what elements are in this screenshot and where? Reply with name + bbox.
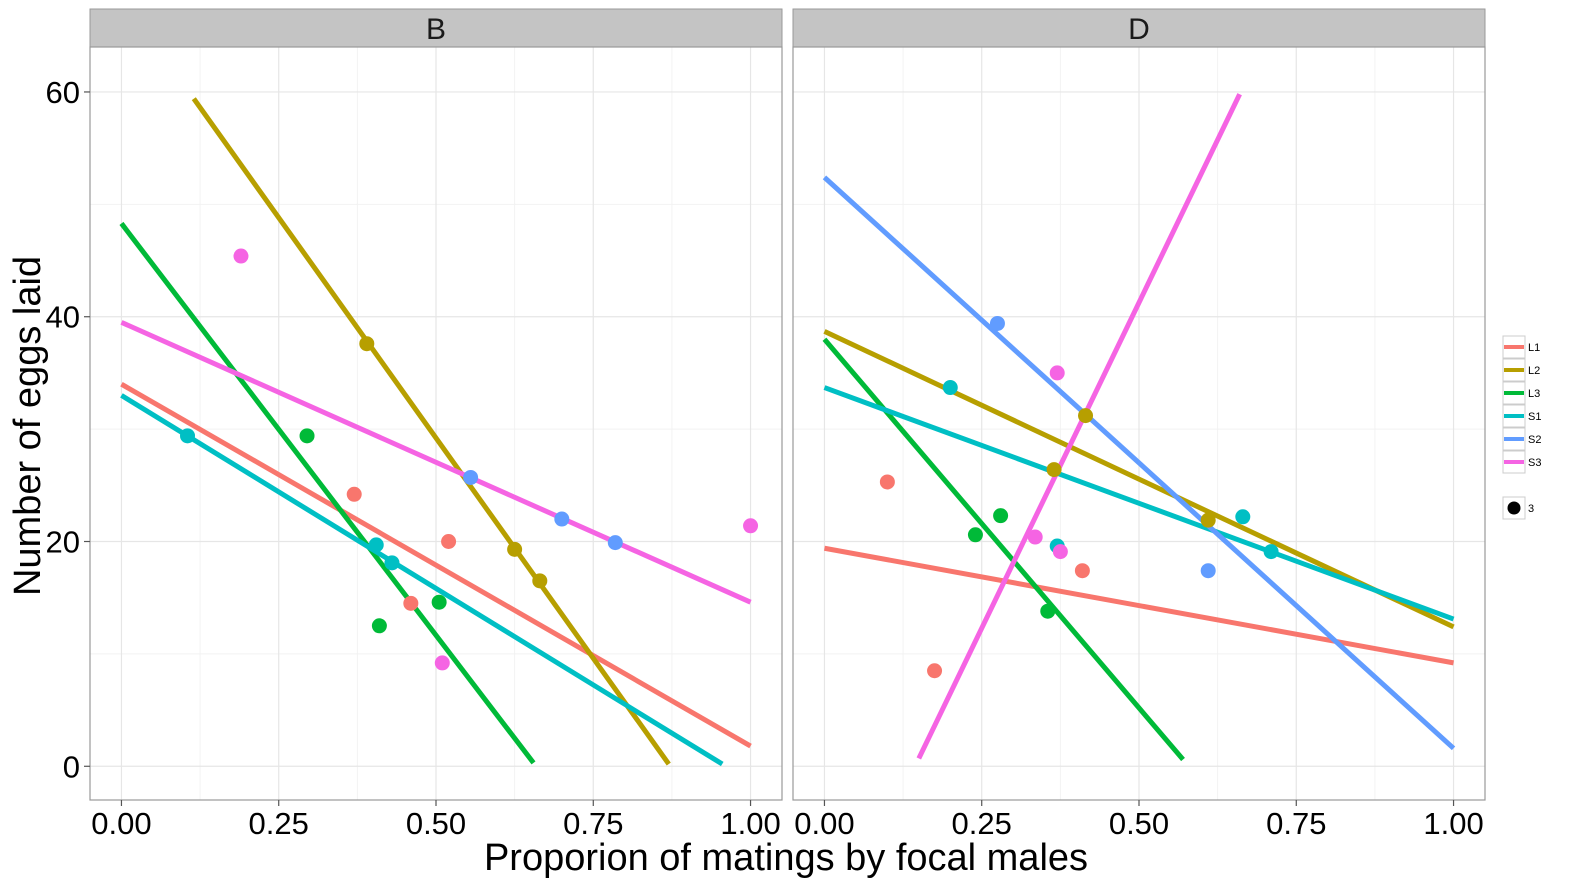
data-point-L3 [299,428,315,444]
data-point-S3 [233,248,249,264]
trend-line-L1 [824,545,1454,666]
data-point-S2 [1200,563,1216,579]
legend-label: L2 [1528,365,1540,377]
trend-line-L3 [119,221,536,765]
data-point-L2 [507,541,523,557]
data-point-S2 [989,315,1005,331]
legend-item-S1: S1 [1502,404,1541,428]
trend-line-S1 [823,385,1455,622]
facet-panels: B 0.00 0.25 0.50 0.75 1.00 0 20 40 60 D 0.00 0.25 0.5… [46,8,1486,841]
y-tick-label: 40 [46,300,80,335]
x-tick-label: 0.00 [91,806,151,841]
data-point-S2 [463,469,479,485]
trend-line-S3 [916,93,1242,760]
size-legend: 3 [1502,496,1534,520]
y-tick-label: 0 [63,749,80,784]
data-point-L3 [431,594,447,610]
legend-label: S1 [1528,411,1541,423]
data-point-S1 [1263,544,1279,560]
data-point-L3 [967,527,983,543]
x-tick-label: 0.50 [406,806,466,841]
legend-item-S3: S3 [1502,450,1541,474]
data-point-L2 [532,573,548,589]
data-point-L1 [927,663,943,679]
data-point-S2 [607,535,623,551]
x-tick-label: 1.00 [1423,806,1483,841]
legend-label: L3 [1528,388,1540,400]
legend-label: S2 [1528,434,1541,446]
panel-D: D 0.00 0.25 0.50 0.75 1.00 [792,8,1486,841]
x-tick-label: 1.00 [720,806,780,841]
x-tick-label: 0.75 [1266,806,1326,841]
facet-label: D [1128,13,1150,46]
y-axis-title: Number of eggs laid [7,256,49,596]
size-legend-point [1507,501,1521,515]
data-point-S3 [1027,529,1043,545]
data-point-L1 [346,486,362,502]
data-point-S3 [1052,544,1068,560]
data-point-L3 [371,618,387,634]
data-point-L1 [441,534,457,550]
data-point-S1 [180,428,196,444]
x-tick-label: 0.25 [952,806,1012,841]
trend-line-S1 [120,393,724,767]
grid [90,47,782,800]
data-point-L2 [1046,462,1062,478]
x-tick-label: 0.75 [563,806,623,841]
facet-strip [89,8,783,48]
data-point-S3 [1049,365,1065,381]
legend-item-L3: L3 [1502,381,1540,405]
data-point-L3 [993,508,1009,524]
facet-strip [792,8,1486,48]
legend-label: L1 [1528,342,1540,354]
x-tick-label: 0.50 [1109,806,1169,841]
facet-label: B [426,13,446,46]
size-legend-label: 3 [1528,503,1534,515]
trend-line-L1 [120,381,752,749]
trend-line-S3 [120,320,752,605]
panel-B: B 0.00 0.25 0.50 0.75 1.00 0 20 40 60 [46,8,783,841]
data-point-L1 [403,595,419,611]
trend-line-L2 [191,97,671,766]
trend-line-S2 [822,175,1456,751]
x-axis-title: Proporion of matings by focal males [484,837,1088,879]
legend-item-L2: L2 [1502,358,1540,382]
trend-line-L2 [823,329,1455,630]
data-point-L2 [1200,512,1216,528]
grid [793,47,1485,800]
legend-label: S3 [1528,457,1541,469]
data-point-L3 [1040,603,1056,619]
data-point-S3 [743,518,759,534]
data-point-S1 [1235,509,1251,525]
data-point-S2 [554,511,570,527]
data-point-S3 [434,655,450,671]
x-tick-label: 0.25 [249,806,309,841]
y-tick-label: 60 [46,75,80,110]
data-point-L2 [359,336,375,352]
data-point-S1 [384,555,400,571]
legend: L1 L2 L3 S1 S2 S3 3 [1502,335,1541,520]
data-point-S1 [368,537,384,553]
data-point-L1 [879,474,895,490]
legend-item-S2: S2 [1502,427,1541,451]
data-point-L1 [1074,563,1090,579]
x-tick-label: 0.00 [794,806,854,841]
legend-item-L1: L1 [1502,335,1540,359]
data-point-S1 [942,380,958,396]
y-tick-label: 20 [46,525,80,560]
data-point-L2 [1078,408,1094,424]
